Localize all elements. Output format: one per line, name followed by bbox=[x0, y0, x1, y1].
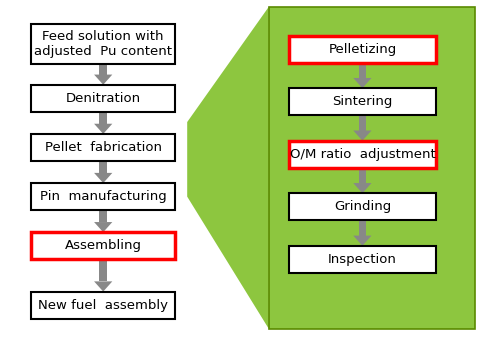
Bar bbox=[31, 232, 175, 259]
Bar bbox=[359, 63, 366, 78]
Bar bbox=[99, 112, 107, 124]
Bar bbox=[289, 141, 436, 168]
Text: Denitration: Denitration bbox=[66, 92, 141, 105]
Text: Sintering: Sintering bbox=[332, 95, 393, 108]
Text: O/M ratio  adjustment: O/M ratio adjustment bbox=[289, 148, 435, 161]
Polygon shape bbox=[353, 236, 372, 246]
Polygon shape bbox=[94, 222, 112, 232]
Polygon shape bbox=[94, 75, 112, 85]
Bar bbox=[289, 88, 436, 115]
Polygon shape bbox=[353, 131, 372, 141]
Bar bbox=[31, 24, 175, 64]
Bar bbox=[99, 161, 107, 173]
Polygon shape bbox=[187, 7, 269, 329]
Text: Grinding: Grinding bbox=[334, 200, 391, 213]
Text: Assembling: Assembling bbox=[65, 239, 142, 252]
Text: Pin  manufacturing: Pin manufacturing bbox=[40, 190, 167, 203]
Bar bbox=[31, 292, 175, 319]
Text: New fuel  assembly: New fuel assembly bbox=[38, 299, 168, 312]
Polygon shape bbox=[94, 281, 112, 292]
Text: Pelletizing: Pelletizing bbox=[328, 43, 396, 56]
Bar bbox=[269, 7, 475, 329]
Polygon shape bbox=[353, 183, 372, 193]
Bar bbox=[269, 7, 475, 329]
Bar bbox=[99, 64, 107, 75]
Polygon shape bbox=[94, 173, 112, 183]
Bar bbox=[359, 168, 366, 183]
Bar bbox=[99, 259, 107, 281]
Bar bbox=[289, 193, 436, 220]
Bar bbox=[359, 115, 366, 131]
Bar bbox=[31, 183, 175, 210]
Bar bbox=[289, 246, 436, 273]
Bar bbox=[359, 220, 366, 236]
Bar bbox=[31, 134, 175, 161]
Text: Feed solution with
adjusted  Pu content: Feed solution with adjusted Pu content bbox=[34, 30, 172, 58]
Bar bbox=[99, 210, 107, 222]
Polygon shape bbox=[94, 124, 112, 134]
Text: Inspection: Inspection bbox=[328, 253, 397, 266]
Polygon shape bbox=[353, 78, 372, 88]
Text: Pellet  fabrication: Pellet fabrication bbox=[45, 141, 162, 154]
Bar bbox=[289, 36, 436, 63]
Bar bbox=[31, 85, 175, 112]
